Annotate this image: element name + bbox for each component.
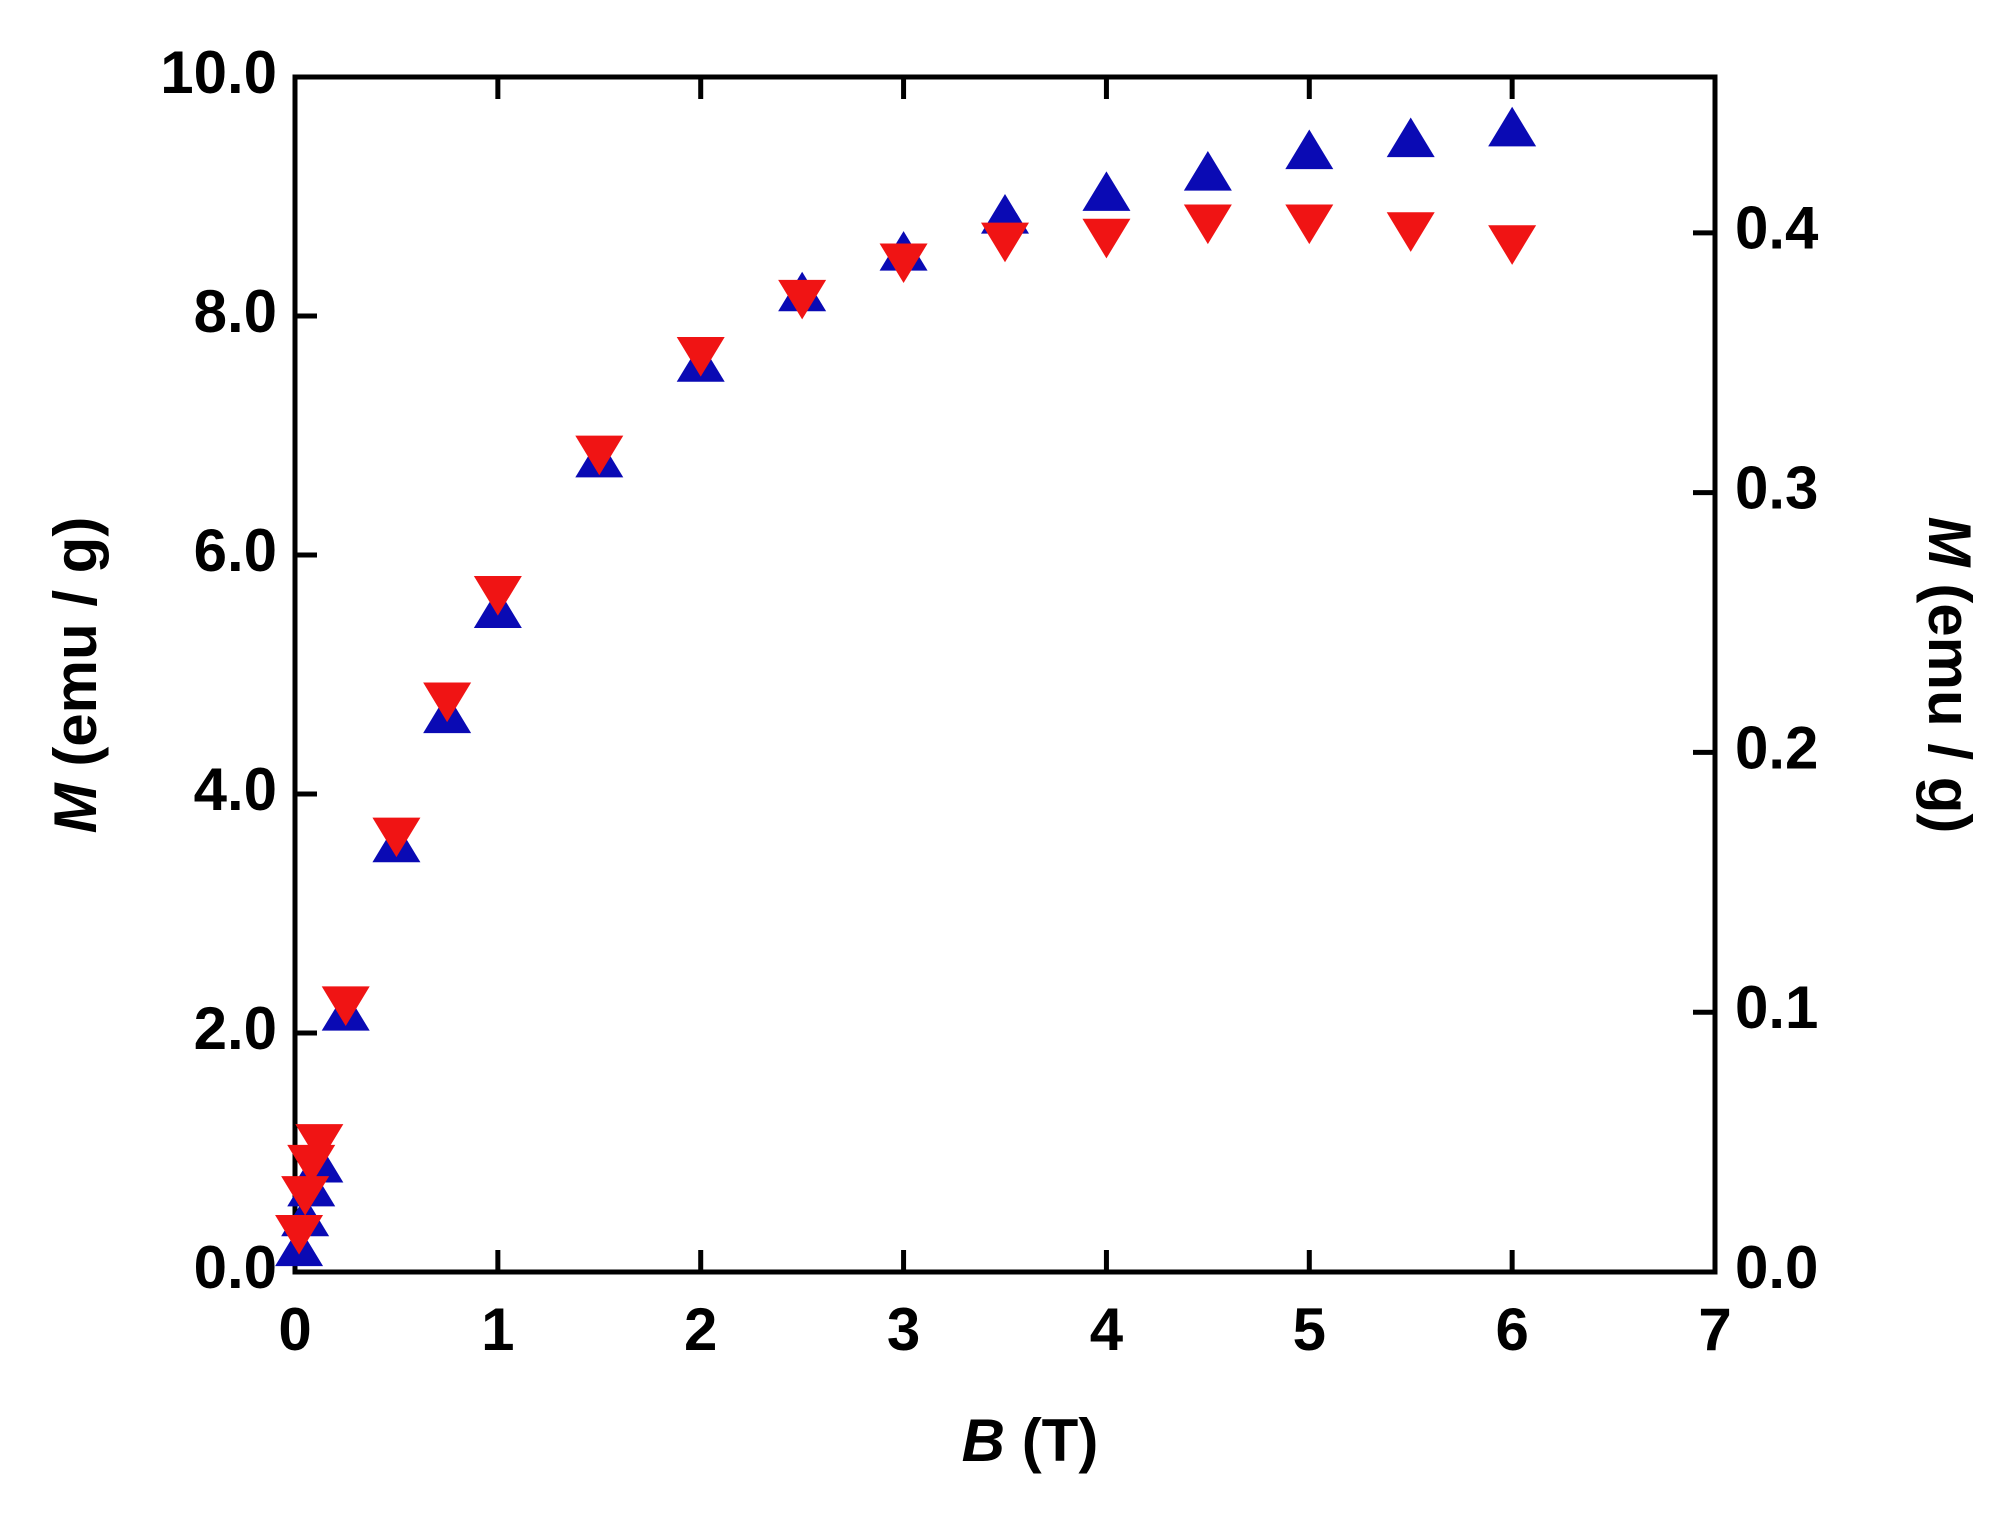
marker (1285, 129, 1334, 170)
y-tick-label: 8.0 (194, 278, 277, 345)
x-tick-label: 0 (278, 1296, 311, 1363)
marker (281, 1176, 330, 1216)
x-tick-label: 7 (1698, 1296, 1731, 1363)
y2-tick-label: 0.3 (1735, 454, 1818, 521)
marker (575, 435, 624, 476)
y-tick-label: 0.0 (194, 1234, 277, 1301)
marker (321, 986, 370, 1027)
marker (778, 279, 827, 320)
marker (981, 222, 1029, 263)
y2-label-unit: (emu / g) (1916, 583, 1983, 833)
y-axis-label: M (emu / g) (42, 517, 109, 834)
x-tick-label: 3 (887, 1296, 920, 1363)
marker (1386, 117, 1435, 158)
marker (1285, 204, 1334, 245)
marker (295, 1124, 344, 1164)
marker (1082, 218, 1131, 259)
y-tick-label: 6.0 (194, 517, 277, 584)
y2-tick-label: 0.2 (1735, 714, 1818, 781)
marker (1183, 204, 1232, 245)
marker (1488, 225, 1537, 265)
marker (372, 817, 421, 858)
marker (1488, 106, 1537, 147)
x-tick-label: 5 (1293, 1296, 1326, 1363)
y-tick-label: 2.0 (194, 995, 277, 1062)
marker (1386, 212, 1435, 252)
y-tick-label: 10.0 (160, 39, 277, 106)
x-tick-label: 2 (684, 1296, 717, 1363)
marker (473, 575, 522, 616)
marker (676, 336, 725, 377)
y2-axis-label: M (emu / g) (1916, 517, 1983, 834)
y2-label-symbol: M (1916, 517, 1983, 569)
marker (423, 682, 472, 723)
y2-tick-label: 0.0 (1735, 1234, 1818, 1301)
marker (1082, 171, 1131, 211)
y2-tick-label: 0.4 (1735, 195, 1819, 262)
y-tick-label: 4.0 (194, 756, 277, 823)
marker (879, 243, 928, 284)
x-tick-label: 4 (1090, 1296, 1124, 1363)
x-tick-label: 6 (1495, 1296, 1528, 1363)
marker (275, 1215, 324, 1255)
x-label-symbol: B (962, 1407, 1005, 1474)
y2-tick-label: 0.1 (1735, 974, 1818, 1041)
x-label-unit: (T) (1022, 1407, 1099, 1474)
marker (1183, 151, 1232, 191)
y-label-unit: (emu / g) (42, 517, 109, 767)
y-label-symbol: M (42, 781, 109, 833)
x-tick-label: 1 (481, 1296, 514, 1363)
x-axis-label: B (T) (962, 1407, 1099, 1474)
plot-frame (292, 74, 1718, 1275)
